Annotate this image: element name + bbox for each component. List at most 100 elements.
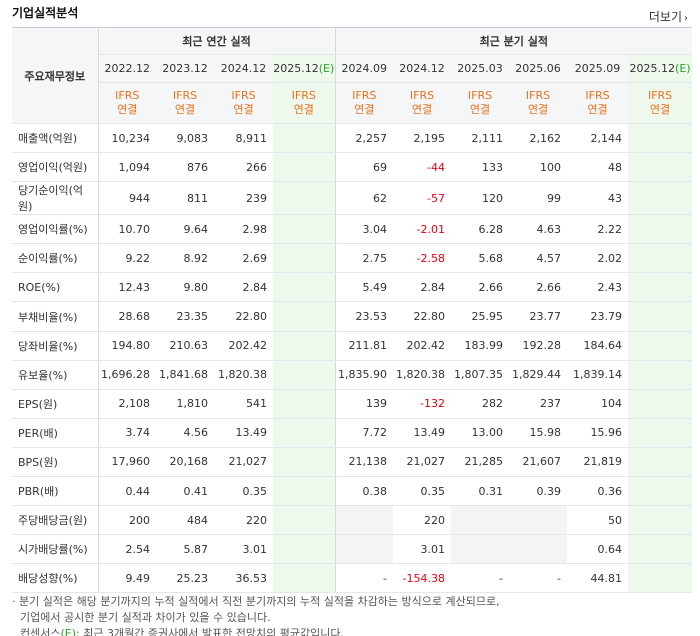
- value-cell: 202.42: [393, 331, 452, 361]
- value-cell: 3.01: [214, 534, 273, 565]
- section-title: 기업실적분석: [12, 6, 79, 20]
- value-cell: 25.23: [156, 563, 214, 594]
- value-cell: 2,108: [98, 388, 156, 419]
- value-cell: [273, 243, 336, 274]
- value-cell: 282: [451, 388, 510, 419]
- value-cell: 44.81: [567, 563, 629, 594]
- value-cell: 0.44: [98, 476, 156, 507]
- value-cell: 4.56: [156, 418, 214, 448]
- period-date: 2025.12: [273, 62, 319, 75]
- period-date: 2022.12: [104, 62, 151, 75]
- period-header: 2025.12(E): [273, 54, 336, 83]
- value-cell: [273, 418, 336, 448]
- value-cell: -57: [393, 181, 452, 216]
- row-label: 매출액(억원): [12, 123, 99, 154]
- value-cell: 4.63: [509, 214, 568, 245]
- value-cell: 13.00: [451, 418, 510, 448]
- value-cell: [628, 418, 693, 448]
- value-cell: 9.64: [156, 214, 214, 245]
- table-row: EPS(원) 2,108 1,810 541 139 -132 282 237 104: [12, 388, 693, 419]
- value-cell: 1,807.35: [451, 360, 510, 390]
- value-cell: 0.36: [567, 476, 629, 507]
- note-line-1: · 분기 실적은 해당 분기까지의 누적 실적에서 직전 분기까지의 누적 실적…: [12, 595, 500, 608]
- row-label: ROE(%): [12, 272, 99, 303]
- table-row: 시가배당률(%) 2.54 5.87 3.01 3.01 0.64: [12, 534, 693, 565]
- value-cell: [273, 563, 336, 594]
- value-cell: [628, 563, 693, 594]
- value-cell: 23.53: [335, 301, 394, 332]
- value-cell: 3.04: [335, 214, 394, 245]
- period-header: 2025.03: [451, 54, 510, 83]
- value-cell: 239: [214, 181, 273, 216]
- value-cell: 12.43: [98, 272, 156, 303]
- value-cell: 0.64: [567, 534, 629, 565]
- table-row: 당좌비율(%) 194.80 210.63 202.42 211.81 202.42 183…: [12, 331, 693, 361]
- value-cell: 202.42: [214, 331, 273, 361]
- consolidated-label: 연결: [117, 103, 138, 116]
- value-cell: 1,810: [156, 388, 214, 419]
- value-cell: 22.80: [393, 301, 452, 332]
- row-label: 영업이익(억원): [12, 152, 99, 183]
- value-cell: [628, 301, 693, 332]
- table-row: 영업이익(억원) 1,094 876 266 69 -44 133 100 48: [12, 152, 693, 183]
- value-cell: 1,841.68: [156, 360, 214, 390]
- value-cell: 2.02: [567, 243, 629, 274]
- note-line-3: 컨센서스(E): 최근 3개월간 증권사에서 발표한 전망치의 평균값입니다.: [20, 626, 344, 636]
- row-label: BPS(원): [12, 447, 99, 478]
- consolidated-label: 연결: [354, 103, 375, 116]
- value-cell: 184.64: [567, 331, 629, 361]
- period-date: 2023.12: [162, 62, 208, 75]
- value-cell: 50: [567, 505, 629, 536]
- table-row: 주당배당금(원) 200 484 220 220 50: [12, 505, 693, 536]
- consolidated-label: 연결: [469, 103, 491, 116]
- more-link[interactable]: 더보기 ›: [649, 8, 688, 25]
- value-cell: [273, 152, 336, 183]
- period-date: 2025.03: [457, 62, 503, 75]
- consolidated-label: 연결: [527, 103, 549, 116]
- value-cell: 4.57: [509, 243, 568, 274]
- value-cell: 21,027: [393, 447, 452, 478]
- ifrs-header: IFRS 연결: [273, 82, 336, 124]
- value-cell: 9,083: [156, 123, 214, 154]
- value-cell: [273, 360, 336, 390]
- value-cell: 9.80: [156, 272, 214, 303]
- consolidated-label: 연결: [411, 103, 433, 116]
- corner-header: 주요재무정보: [12, 27, 99, 124]
- table-row: BPS(원) 17,960 20,168 21,027 21,138 21,027 21,2…: [12, 447, 693, 478]
- value-cell: 1,820.38: [393, 360, 452, 390]
- value-cell: 9.49: [98, 563, 156, 594]
- value-cell: [273, 447, 336, 478]
- value-cell: 210.63: [156, 331, 214, 361]
- value-cell: 1,839.14: [567, 360, 629, 390]
- value-cell: 2.54: [98, 534, 156, 565]
- consolidated-label: 연결: [587, 103, 608, 116]
- value-cell: [273, 123, 336, 154]
- value-cell: 811: [156, 181, 214, 216]
- row-label: 영업이익률(%): [12, 214, 99, 245]
- ifrs-label: IFRS: [115, 89, 140, 102]
- value-cell: 8,911: [214, 123, 273, 154]
- value-cell: [628, 534, 693, 565]
- value-cell: 2,162: [509, 123, 568, 154]
- value-cell: 133: [451, 152, 510, 183]
- value-cell: 1,094: [98, 152, 156, 183]
- value-cell: [628, 331, 693, 361]
- value-cell: 876: [156, 152, 214, 183]
- table-row: 부채비율(%) 28.68 23.35 22.80 23.53 22.80 25.95 23.…: [12, 301, 693, 332]
- value-cell: -: [509, 563, 568, 594]
- period-header: 2025.09: [567, 54, 629, 83]
- consolidated-label: 연결: [233, 103, 254, 116]
- row-label: 유보율(%): [12, 360, 99, 390]
- table-row: 유보율(%) 1,696.28 1,841.68 1,820.38 1,835.90 1,…: [12, 360, 693, 390]
- ifrs-header: IFRS 연결: [393, 82, 452, 124]
- value-cell: 266: [214, 152, 273, 183]
- ifrs-header: IFRS 연결: [156, 82, 214, 124]
- value-cell: 104: [567, 388, 629, 419]
- value-cell: 28.68: [98, 301, 156, 332]
- table-row: 배당성향(%) 9.49 25.23 36.53- -154.38- -44.81: [12, 563, 693, 594]
- value-cell: [628, 181, 693, 216]
- value-cell: 62: [335, 181, 394, 216]
- consolidated-label: 연결: [174, 103, 196, 116]
- period-header: 2022.12: [98, 54, 156, 83]
- value-cell: 1,820.38: [214, 360, 273, 390]
